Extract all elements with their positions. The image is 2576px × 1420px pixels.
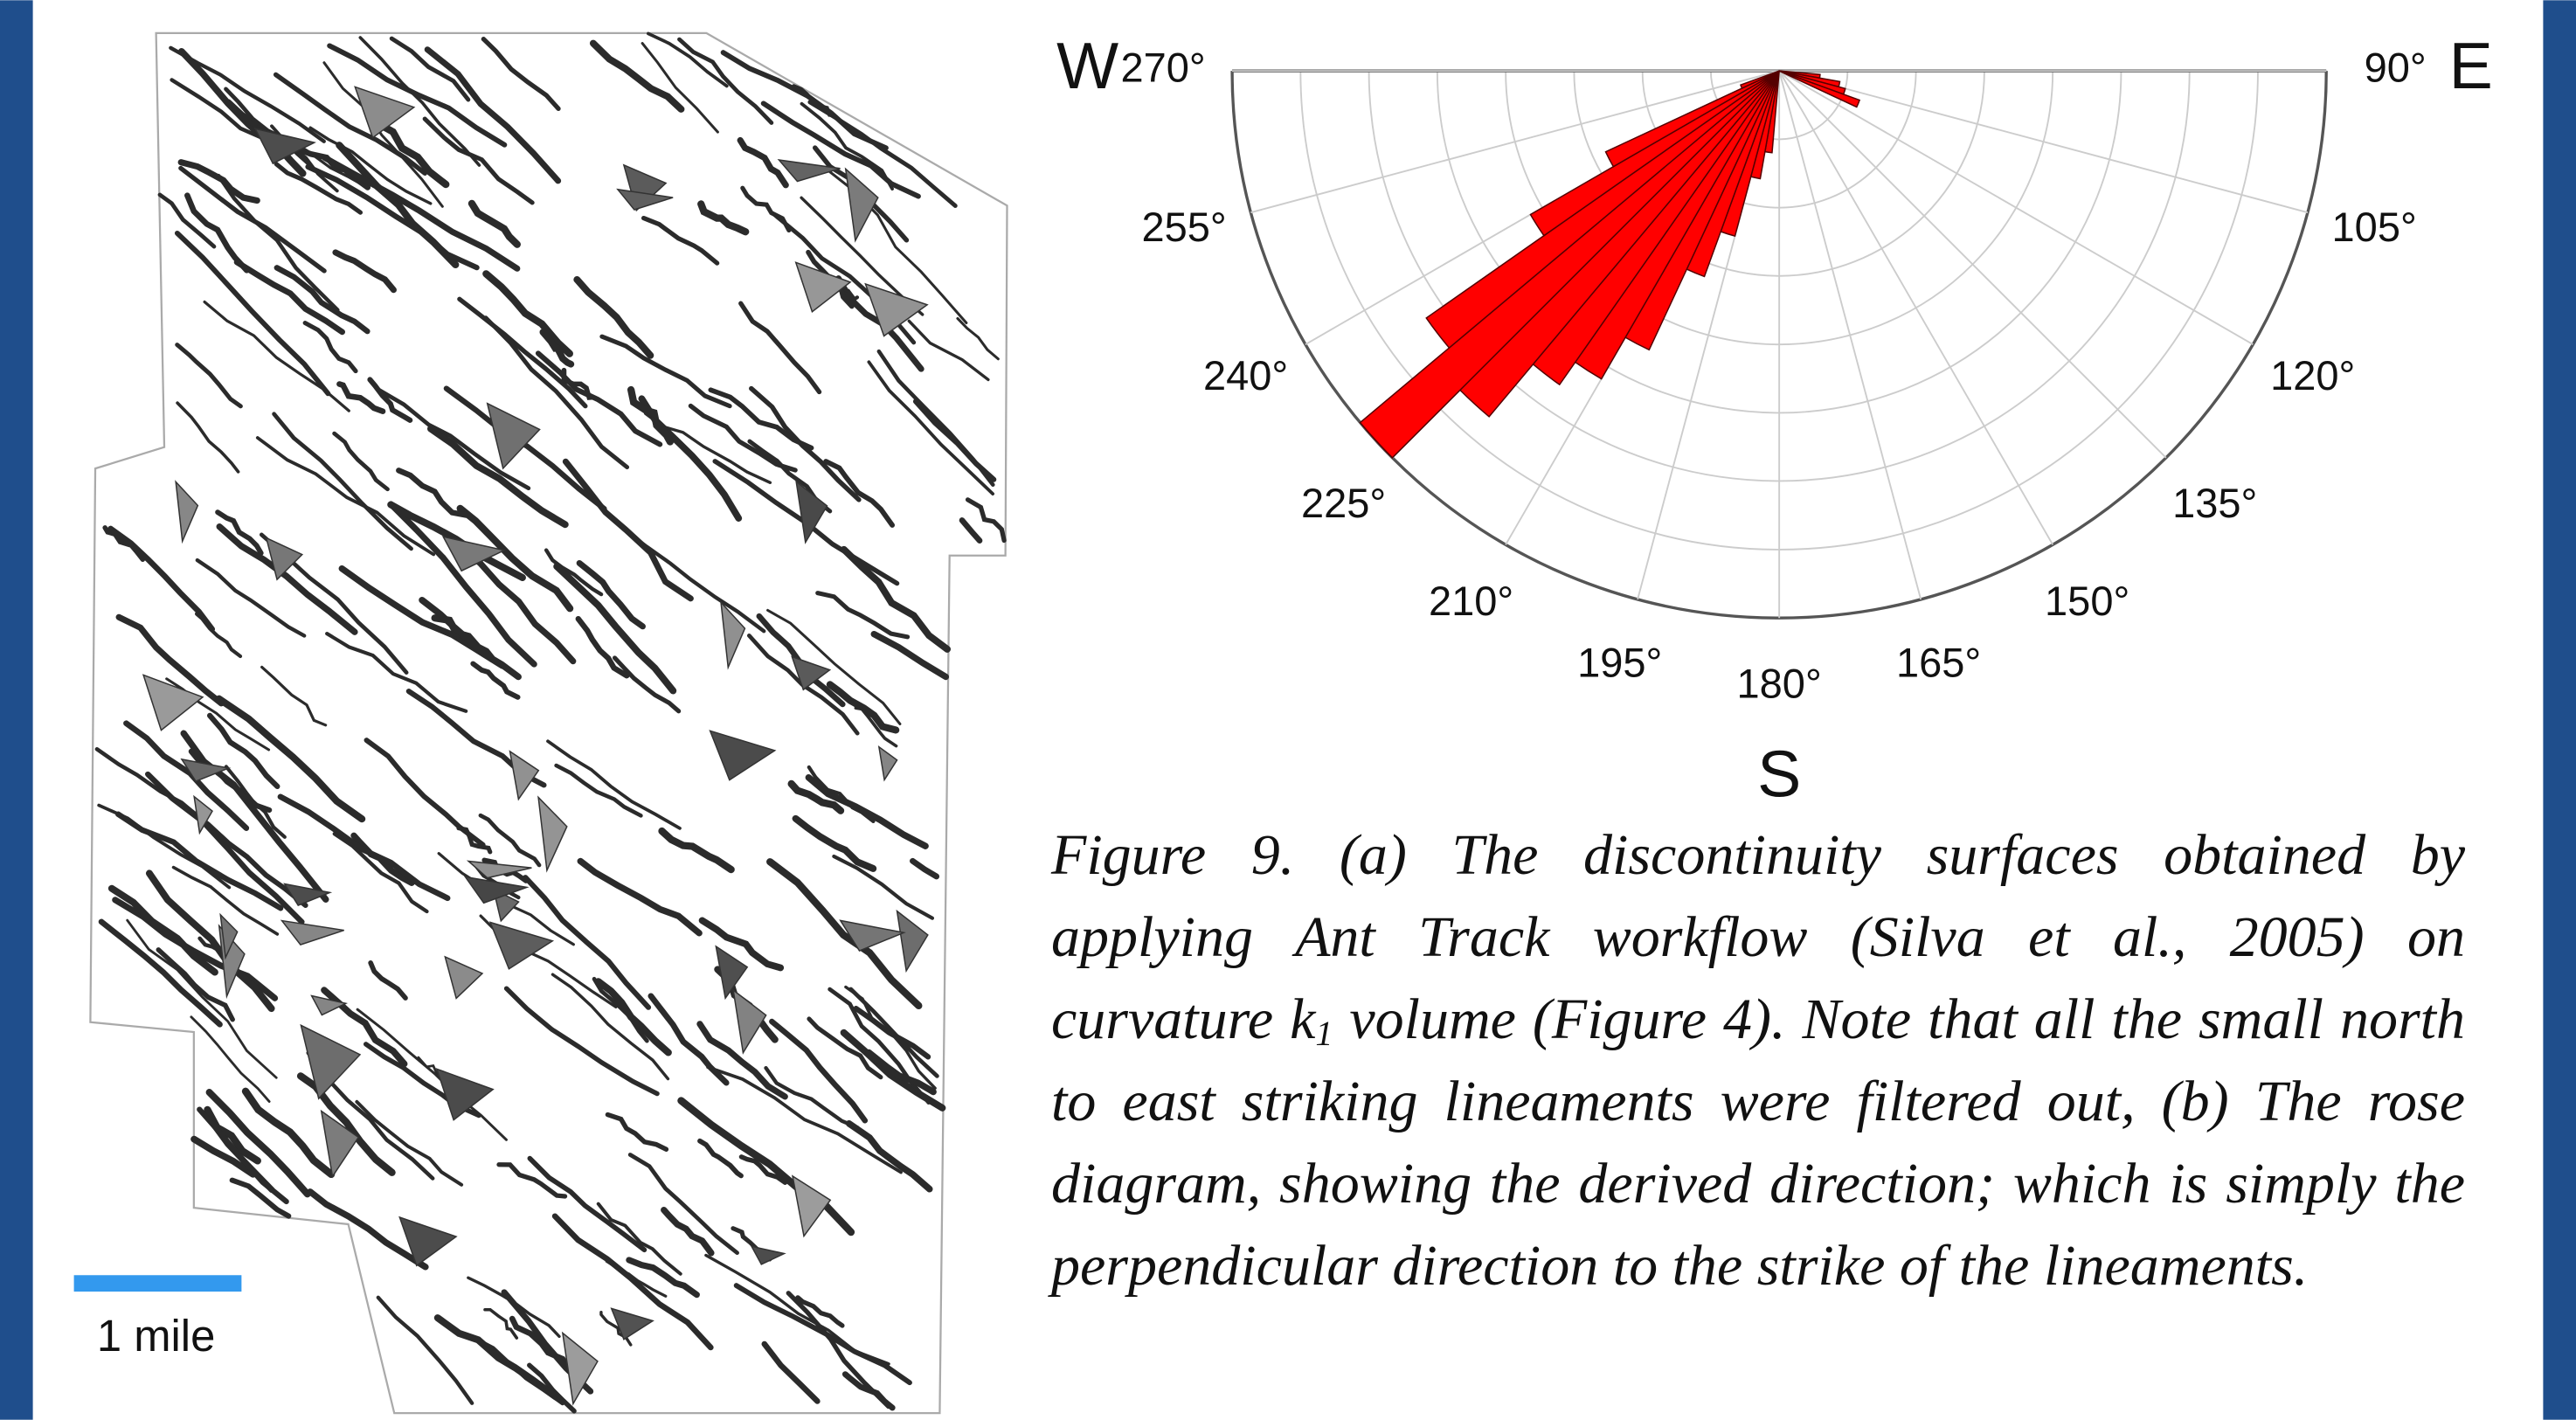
body: {"map": {"scale_label": "1 mile"}, "char… [0,0,2576,1420]
border-right [2543,0,2576,1419]
petal [1361,71,1780,458]
angle-label: 225° [1301,480,1386,526]
angle-label: 150° [2045,578,2129,624]
angle-label: 90° [2365,45,2427,91]
petal [1460,71,1779,417]
caption: Figure 9. (a) The discontinuity surfaces… [1051,814,2465,1307]
angle-label: 105° [2332,204,2417,250]
angle-label: 165° [1896,640,1981,686]
fracture-map [90,33,1007,1413]
border-left [0,0,33,1419]
angle-label: 180° [1737,661,1822,707]
compass-label: W [1056,29,1118,102]
angle-label: 270° [1121,45,1206,91]
page: Figure 9 html, body { margin: 0; padding… [0,0,2576,1420]
angle-label: 135° [2172,480,2257,526]
angle-label: 195° [1577,640,1662,686]
grid-spoke [1779,71,2166,458]
angle-label: 255° [1142,204,1227,250]
angle-label: 120° [2270,352,2355,398]
compass-label: S [1757,737,1801,810]
caption-symbol: k [1290,987,1315,1051]
compass-label: E [2449,29,2493,102]
grid-spoke [1779,71,2253,344]
angle-label: 210° [1429,578,1513,624]
grid-spoke [1779,71,2308,212]
scale-label: 1 mile [97,1311,215,1361]
scale-bar [74,1275,242,1292]
grid-spoke [1779,71,1921,599]
angle-label: 240° [1203,352,1288,398]
caption-subscript: 1 [1315,1014,1333,1053]
rose-diagram: 90° 105° 120° 135° 150° 165° 180° 195° 210° 225° 2… [1056,29,2493,810]
grid-spoke [1779,71,2053,544]
